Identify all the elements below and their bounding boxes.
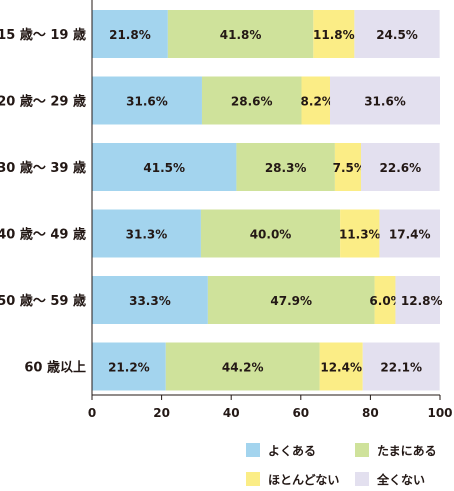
tick-label: 40 bbox=[223, 406, 240, 420]
data-label: 28.6% bbox=[231, 95, 273, 109]
bar-row: 30 歳〜 39 歳 41.5% 28.3% 7.5% 22.6% bbox=[0, 143, 440, 191]
bar-segment bbox=[395, 276, 440, 324]
data-label: 6.0% bbox=[369, 294, 402, 308]
tick-label: 60 bbox=[292, 406, 309, 420]
data-label: 12.8% bbox=[401, 294, 443, 308]
legend-label: たまにある bbox=[377, 444, 437, 458]
bar-segment bbox=[92, 342, 166, 391]
data-label: 22.6% bbox=[380, 161, 422, 175]
bar-segment bbox=[201, 76, 302, 125]
legend-label: よくある bbox=[268, 444, 316, 458]
bar-segment bbox=[236, 143, 335, 191]
bar-segment bbox=[313, 10, 355, 58]
bar-segment bbox=[165, 342, 320, 391]
bar-segment bbox=[361, 143, 440, 191]
legend-swatch bbox=[246, 472, 260, 486]
legend-swatch bbox=[355, 472, 369, 486]
tick-label: 20 bbox=[153, 406, 170, 420]
bar-segment bbox=[379, 209, 440, 258]
data-label: 31.6% bbox=[126, 95, 168, 109]
bar-segment bbox=[334, 143, 362, 191]
legend-item: たまにある bbox=[355, 443, 437, 458]
bar-segment bbox=[92, 76, 202, 125]
x-axis-ticks: 0 20 40 60 80 100 bbox=[88, 395, 453, 420]
data-label: 41.5% bbox=[143, 161, 185, 175]
legend-label: ほとんどない bbox=[268, 473, 339, 487]
bar-segment bbox=[340, 209, 380, 258]
data-label: 47.9% bbox=[270, 294, 312, 308]
bar-segment bbox=[301, 76, 331, 125]
data-label: 21.8% bbox=[109, 28, 151, 42]
bar-segment bbox=[330, 76, 440, 125]
legend-swatch bbox=[246, 443, 260, 457]
category-label: 20 歳〜 29 歳 bbox=[0, 94, 86, 110]
data-label: 24.5% bbox=[376, 28, 418, 42]
bar-segment bbox=[92, 276, 208, 324]
bar-segment bbox=[374, 276, 396, 324]
bar-row: 15 歳〜 19 歳 21.8% 41.8% 11.8% 24.5% bbox=[0, 10, 440, 58]
tick-label: 100 bbox=[427, 406, 452, 420]
bar-segment bbox=[319, 342, 363, 391]
data-label: 7.5% bbox=[333, 161, 366, 175]
category-label: 50 歳〜 59 歳 bbox=[0, 293, 86, 309]
bar-row: 50 歳〜 59 歳 33.3% 47.9% 6.0%12.8% bbox=[0, 276, 443, 324]
data-label: 12.4% bbox=[320, 361, 362, 375]
bar-segment bbox=[167, 10, 314, 58]
bar-segment bbox=[207, 276, 375, 324]
data-label: 31.3% bbox=[126, 228, 168, 242]
legend-label: 全くない bbox=[376, 472, 425, 487]
data-label: 33.3% bbox=[129, 294, 171, 308]
bar-row: 20 歳〜 29 歳 31.6% 28.6% 8.2% 31.6% bbox=[0, 76, 440, 125]
bar-segment bbox=[354, 10, 440, 58]
bar-segment bbox=[200, 209, 341, 258]
category-label: 60 歳以上 bbox=[24, 360, 86, 376]
data-label: 40.0% bbox=[250, 228, 292, 242]
data-label: 44.2% bbox=[222, 361, 264, 375]
category-label: 40 歳〜 49 歳 bbox=[0, 227, 86, 243]
category-label: 30 歳〜 39 歳 bbox=[0, 160, 86, 176]
data-label: 11.3% bbox=[339, 228, 381, 242]
bar-segment bbox=[362, 342, 440, 391]
bar-segment bbox=[92, 143, 237, 191]
data-label: 8.2% bbox=[301, 95, 334, 109]
data-label: 11.8% bbox=[313, 28, 355, 42]
data-label: 17.4% bbox=[389, 228, 431, 242]
legend-item: よくある bbox=[246, 443, 316, 458]
legend-swatch bbox=[355, 443, 369, 457]
bar-row: 40 歳〜 49 歳 31.3% 40.0% 11.3% 17.4% bbox=[0, 209, 440, 258]
data-label: 41.8% bbox=[220, 28, 262, 42]
bar-row: 60 歳以上 21.2% 44.2% 12.4% 22.1% bbox=[24, 342, 440, 391]
data-label: 21.2% bbox=[108, 361, 150, 375]
data-label: 22.1% bbox=[380, 361, 422, 375]
data-label: 31.6% bbox=[364, 95, 406, 109]
data-label: 28.3% bbox=[265, 161, 307, 175]
category-label: 15 歳〜 19 歳 bbox=[0, 27, 86, 43]
tick-label: 80 bbox=[362, 406, 379, 420]
tick-label: 0 bbox=[88, 406, 96, 420]
legend-item: ほとんどない bbox=[246, 472, 339, 487]
bar-segment bbox=[92, 10, 168, 58]
bar-segment bbox=[92, 209, 201, 258]
legend-item: 全くない bbox=[355, 472, 425, 487]
bars-layer: 15 歳〜 19 歳 21.8% 41.8% 11.8% 24.5% 20 歳〜 29 歳… bbox=[0, 10, 443, 391]
